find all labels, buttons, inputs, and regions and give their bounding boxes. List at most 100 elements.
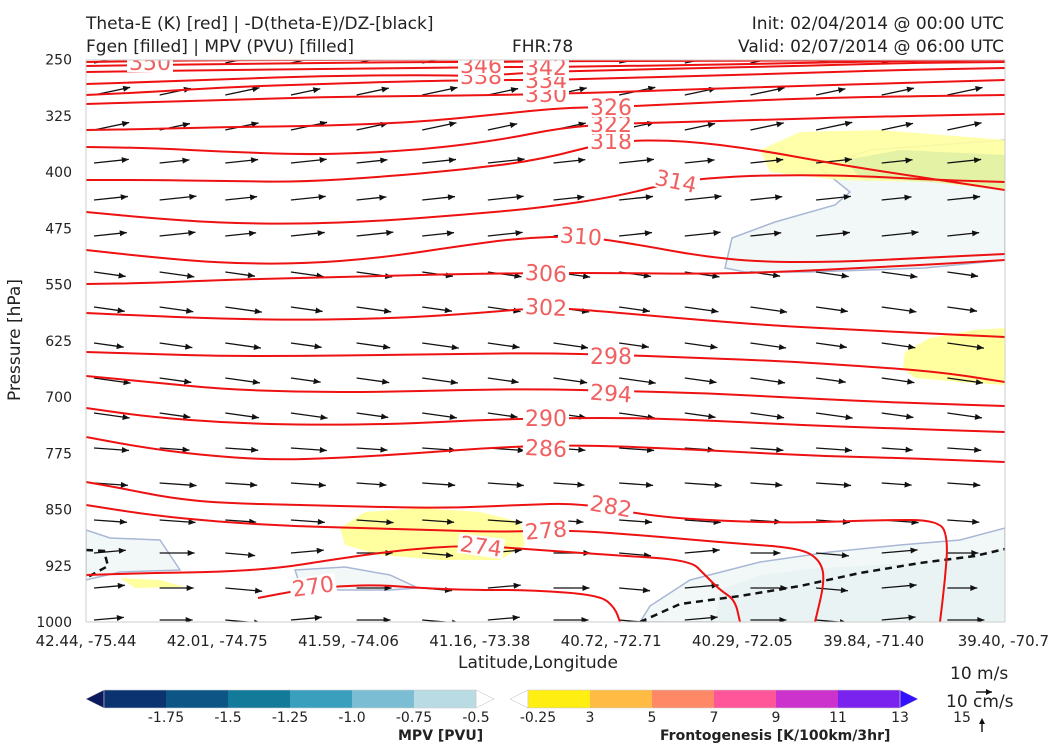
wind-vector-head — [714, 193, 722, 200]
wind-vector-head — [513, 582, 521, 589]
wind-vector-head — [183, 378, 192, 385]
wind-vector-head — [579, 86, 587, 93]
wind-vector-head — [250, 481, 258, 488]
wind-vector-head — [117, 307, 125, 314]
theta-e-contour-306 — [86, 259, 1005, 285]
wind-vector-head — [446, 518, 455, 525]
wind-vector-head — [707, 122, 716, 128]
y-tick-label: 1000 — [36, 615, 72, 631]
wind-vector-head — [254, 619, 260, 622]
fgen-colorbar: 3 5 7 9 11 13 15 — [509, 689, 971, 726]
wind-vector-head — [119, 518, 127, 525]
wind-vector-head — [250, 157, 259, 164]
wind-vector-head — [382, 343, 391, 350]
wind-vector-head — [974, 121, 982, 128]
fgen-colorbar-tick: 7 — [710, 710, 719, 726]
theta-e-label-bg — [522, 261, 570, 285]
theta-e-contour-278 — [86, 504, 825, 622]
theta-e-label-318: 318 — [590, 130, 632, 155]
wind-vector-head — [642, 587, 651, 594]
wind-vector-head — [580, 343, 589, 350]
wind-vector-head — [313, 378, 321, 385]
theta-e-label-322: 322 — [590, 113, 632, 138]
wind-vector-head — [779, 308, 788, 315]
mpv-colorbar-swatch — [414, 690, 477, 708]
wind-vector-head — [248, 230, 257, 237]
wind-vector-head — [317, 518, 325, 525]
wind-vector-head — [710, 343, 718, 350]
wind-vector-head — [577, 194, 585, 201]
theta-e-label-bg — [288, 572, 338, 600]
wind-vector-head — [510, 413, 518, 420]
wind-vector-head — [509, 122, 518, 129]
fgen-colorbar-swatch — [714, 690, 777, 708]
theta-e-label-bg — [651, 166, 701, 196]
wind-vector-head — [247, 272, 255, 279]
wind-vector-head — [641, 343, 649, 350]
wind-vector-head — [516, 193, 524, 200]
wind-vector-head — [844, 156, 852, 163]
mpv-region-lower-right-inner — [715, 548, 1005, 622]
wind-vector-head — [188, 519, 196, 526]
x-tick-label: 42.01, -74.75 — [167, 632, 268, 650]
y-tick-label: 625 — [45, 334, 72, 350]
wind-vector-head — [251, 446, 259, 453]
wind-vector-head — [907, 378, 915, 385]
wind-vector — [225, 60, 243, 64]
title-line-2: Fgen [filled] | MPV (PVU) [filled] — [86, 37, 355, 57]
wind-vector-head — [970, 272, 979, 279]
wind-vector-head — [841, 272, 849, 279]
y-tick-label: 775 — [45, 446, 72, 462]
wind-vector-head — [449, 86, 458, 92]
wind-vector-head — [845, 414, 853, 421]
forecast-hour: FHR:78 — [512, 37, 574, 57]
wind-vector-head — [381, 378, 390, 385]
fgen-colorbar-swatch — [652, 690, 715, 708]
mpv-colorbar-swatch — [290, 690, 353, 708]
wind-vector-head — [383, 60, 385, 61]
x-tick-label: 40.29, -72.05 — [692, 632, 793, 650]
mpv-colorbar-swatch — [228, 690, 291, 708]
fgen-colorbar-swatch — [590, 690, 653, 708]
wind-vector-head — [121, 157, 129, 164]
theta-e-label-bg — [588, 346, 634, 366]
wind-vector-head — [976, 344, 984, 351]
wind-vector-head — [444, 307, 452, 314]
wind-vector-head — [841, 552, 849, 559]
theta-e-label-bg — [587, 381, 635, 405]
wind-vector-head — [319, 447, 327, 454]
wind-vector-head — [320, 414, 328, 421]
fgen-region-lower-left — [120, 578, 185, 588]
y-tick-label: 250 — [45, 53, 72, 69]
wind-vector-head — [314, 614, 322, 621]
wind-vector — [750, 60, 768, 64]
x-axis-label: Latitude,Longitude — [458, 653, 618, 673]
wind-vector-head — [189, 482, 197, 489]
wind-vector-head — [379, 481, 387, 488]
wind-vector-head — [644, 518, 653, 525]
wind-vector-head — [645, 194, 653, 201]
wind-vector-head — [510, 87, 519, 93]
theta-e-label-bg — [522, 518, 570, 542]
wind-vector-head — [774, 194, 783, 201]
wind-vector-head — [316, 547, 324, 554]
wind-vector-head — [386, 229, 394, 236]
wind-vector-head — [646, 157, 654, 164]
mpv-colorbar-label: MPV [PVU] — [398, 728, 484, 744]
theta-e-label-bg — [588, 114, 634, 134]
fgen-colorbar-swatch — [838, 690, 901, 708]
theta-e-label-bg — [456, 532, 506, 560]
wind-vector-head — [909, 307, 917, 314]
fgen-colorbar-swatch — [528, 690, 591, 708]
wind-vector-head — [253, 344, 261, 351]
wind-vector-head — [450, 379, 458, 386]
wind-vector-head — [511, 378, 519, 385]
wind-vector-head — [380, 446, 388, 453]
fgen-colorbar-tick: 15 — [953, 710, 971, 726]
theta-e-contour-302 — [86, 307, 1005, 338]
mpv-colorbar-extend-low — [85, 689, 105, 709]
wind-vector-head — [645, 481, 654, 488]
mpv-colorbar-extend-high — [475, 689, 495, 709]
theta-e-contour-322 — [86, 113, 1005, 156]
wind-vector-head — [118, 272, 126, 279]
